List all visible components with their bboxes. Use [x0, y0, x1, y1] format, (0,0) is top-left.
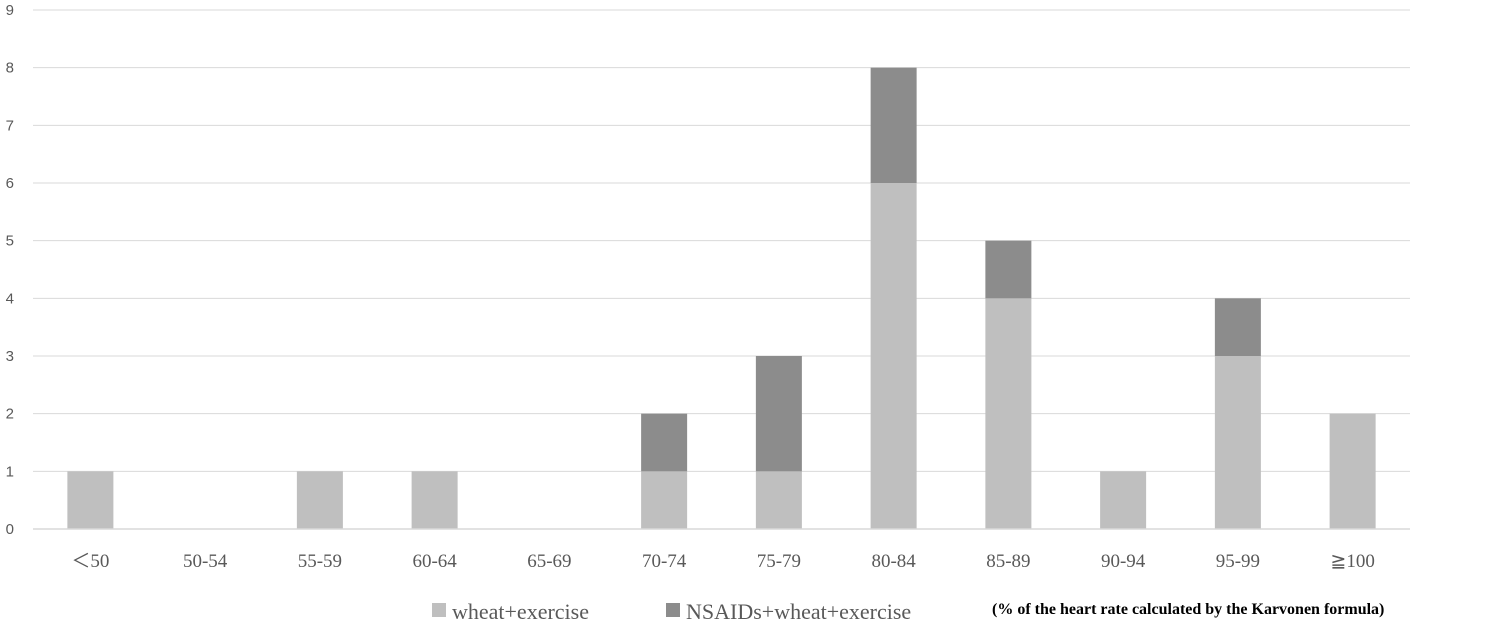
y-axis-ticks: 0 1 2 3 4 5 6 7 8 9 [6, 2, 14, 538]
legend-swatch-wheat-exercise [432, 603, 446, 617]
y-tick-label: 9 [6, 2, 14, 19]
bar-segment-nsaids-wheat-exercise [870, 67, 917, 183]
y-tick-label: 7 [6, 117, 14, 134]
x-tick-label: 50-54 [183, 551, 228, 572]
x-axis-ticks: ＜50 50-54 55-59 60-64 65-69 70-74 75-79 80-84 85… [71, 551, 1374, 572]
x-tick-label: 55-59 [298, 551, 342, 572]
bar-segment-nsaids-wheat-exercise [641, 413, 688, 472]
y-tick-label: 8 [6, 60, 14, 77]
x-tick-label: 65-69 [527, 551, 571, 572]
x-tick-label: 75-79 [757, 551, 801, 572]
bar-segment-wheat-exercise [985, 298, 1032, 529]
bar-segment-wheat-exercise [870, 183, 917, 529]
legend-label-wheat-exercise: wheat+exercise [452, 599, 589, 623]
bar-segment-wheat-exercise [1100, 471, 1147, 529]
x-tick-label: ≧100 [1330, 551, 1374, 572]
y-tick-label: 4 [6, 290, 14, 307]
bars [67, 67, 1376, 529]
x-tick-label: 70-74 [642, 551, 687, 572]
x-tick-label: ＜50 [71, 551, 109, 572]
bar-segment-wheat-exercise [1214, 356, 1261, 529]
x-tick-label: 95-99 [1216, 551, 1260, 572]
bar-segment-wheat-exercise [296, 471, 343, 529]
bar-segment-nsaids-wheat-exercise [985, 240, 1032, 299]
bar-segment-wheat-exercise [641, 471, 688, 529]
legend: wheat+exercise NSAIDs+wheat+exercise [432, 599, 911, 623]
bar-segment-wheat-exercise [755, 471, 802, 529]
y-tick-label: 3 [6, 348, 14, 365]
x-tick-label: 60-64 [412, 551, 457, 572]
bar-segment-wheat-exercise [67, 471, 114, 529]
y-tick-label: 1 [6, 463, 14, 480]
y-tick-label: 0 [6, 521, 14, 538]
x-tick-label: 85-89 [986, 551, 1030, 572]
legend-swatch-nsaids-wheat-exercise [666, 603, 680, 617]
y-tick-label: 2 [6, 406, 14, 423]
bar-segment-wheat-exercise [411, 471, 458, 529]
y-tick-label: 5 [6, 233, 14, 250]
legend-label-nsaids-wheat-exercise: NSAIDs+wheat+exercise [686, 599, 911, 623]
y-tick-label: 6 [6, 175, 14, 192]
axis-note: (% of the heart rate calculated by the K… [992, 601, 1384, 618]
gridlines [33, 9, 1410, 472]
x-tick-label: 80-84 [871, 551, 916, 572]
bar-segment-wheat-exercise [1329, 413, 1376, 529]
bar-segment-nsaids-wheat-exercise [755, 356, 802, 472]
x-tick-label: 90-94 [1101, 551, 1146, 572]
bar-segment-nsaids-wheat-exercise [1214, 298, 1261, 356]
